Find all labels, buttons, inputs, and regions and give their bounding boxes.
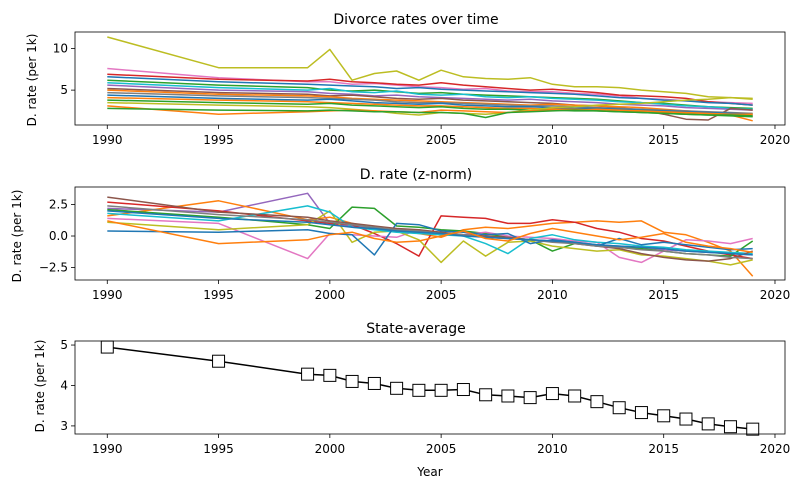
y-tick-label: 0.0	[49, 229, 68, 243]
data-point-marker	[701, 417, 715, 431]
x-tick-label: 2015	[648, 442, 679, 456]
x-axis-label: Year	[416, 465, 442, 479]
y-tick-label: 10	[53, 42, 68, 56]
series-line	[107, 94, 753, 115]
chart-panel-state-average: State-average D. rate (per 1k) Year 1990…	[33, 321, 790, 479]
x-tick-label: 2010	[537, 288, 568, 302]
x-tick-label: 2000	[315, 288, 346, 302]
x-tick-label: 2015	[648, 288, 679, 302]
data-point-marker	[634, 406, 648, 420]
data-point-marker	[612, 401, 626, 415]
x-tick-label: 2005	[426, 133, 457, 147]
x-tick-label: 2000	[315, 133, 346, 147]
series-line	[107, 210, 753, 256]
plot-area	[107, 346, 753, 430]
x-tick-label: 2020	[760, 133, 791, 147]
x-tick-label: 2005	[426, 288, 457, 302]
data-point-marker	[545, 387, 559, 401]
plot-area	[107, 192, 754, 277]
x-tick-label: 1990	[92, 133, 123, 147]
y-tick-label: 4	[60, 378, 68, 392]
series-line	[107, 220, 753, 254]
series-line	[107, 196, 753, 262]
data-point-marker	[323, 368, 337, 382]
series-line	[107, 222, 753, 256]
data-point-marker	[679, 412, 693, 426]
y-tick-label: 5	[60, 338, 68, 352]
y-tick-label: 5	[60, 83, 68, 97]
x-tick-label: 2020	[760, 288, 791, 302]
x-tick-label: 2020	[760, 442, 791, 456]
data-point-marker	[390, 381, 404, 395]
series-line	[107, 210, 753, 266]
chart-title: Divorce rates over time	[333, 12, 498, 28]
series-line	[107, 91, 753, 115]
data-point-marker	[367, 376, 381, 390]
series-line	[107, 96, 753, 117]
y-axis-label: D. rate (per 1k)	[10, 190, 24, 283]
x-tick-label: 1995	[203, 133, 234, 147]
data-point-marker	[301, 367, 315, 381]
data-point-marker	[523, 391, 537, 405]
data-point-marker	[345, 374, 359, 388]
data-point-marker	[456, 383, 470, 397]
x-tick-label: 1995	[203, 442, 234, 456]
data-point-marker	[479, 388, 493, 402]
series-line	[107, 81, 753, 110]
series-line	[107, 36, 753, 101]
y-tick-label: −2.5	[39, 260, 68, 274]
plot-area	[107, 36, 753, 122]
chart-panel-divorce-rates: Divorce rates over time D. rate (per 1k)…	[25, 12, 790, 147]
data-point-marker	[100, 340, 114, 354]
data-point-marker	[434, 383, 448, 397]
axes-frame	[74, 31, 786, 126]
axes-frame	[74, 186, 786, 281]
axes-frame	[74, 340, 786, 435]
y-tick-label: 2.5	[49, 198, 68, 212]
x-tick-label: 1990	[92, 442, 123, 456]
data-point-marker	[412, 383, 426, 397]
y-axis-label: D. rate (per 1k)	[33, 340, 47, 433]
data-point-marker	[568, 389, 582, 403]
y-axis-label: D. rate (per 1k)	[25, 34, 39, 127]
x-tick-label: 2010	[537, 442, 568, 456]
data-point-marker	[723, 420, 737, 434]
series-line	[107, 76, 753, 106]
series-line	[107, 73, 753, 106]
chart-title: State-average	[366, 321, 465, 337]
series-line	[107, 84, 753, 111]
chart-title: D. rate (z-norm)	[360, 167, 472, 183]
chart-panel-z-norm: D. rate (z-norm) D. rate (per 1k) 1990 19…	[10, 167, 790, 302]
series-line	[107, 87, 753, 121]
x-tick-label: 1990	[92, 288, 123, 302]
data-point-marker	[212, 354, 226, 368]
data-point-marker	[501, 389, 515, 403]
series-line	[107, 107, 753, 119]
y-tick-label: 3	[60, 419, 68, 433]
x-tick-label: 2010	[537, 133, 568, 147]
data-point-marker	[657, 409, 671, 423]
x-tick-label: 2005	[426, 442, 457, 456]
data-point-marker	[746, 422, 760, 436]
x-tick-label: 2015	[648, 133, 679, 147]
x-tick-label: 2000	[315, 442, 346, 456]
series-line	[107, 346, 753, 430]
x-tick-label: 1995	[203, 288, 234, 302]
data-point-marker	[590, 395, 604, 409]
